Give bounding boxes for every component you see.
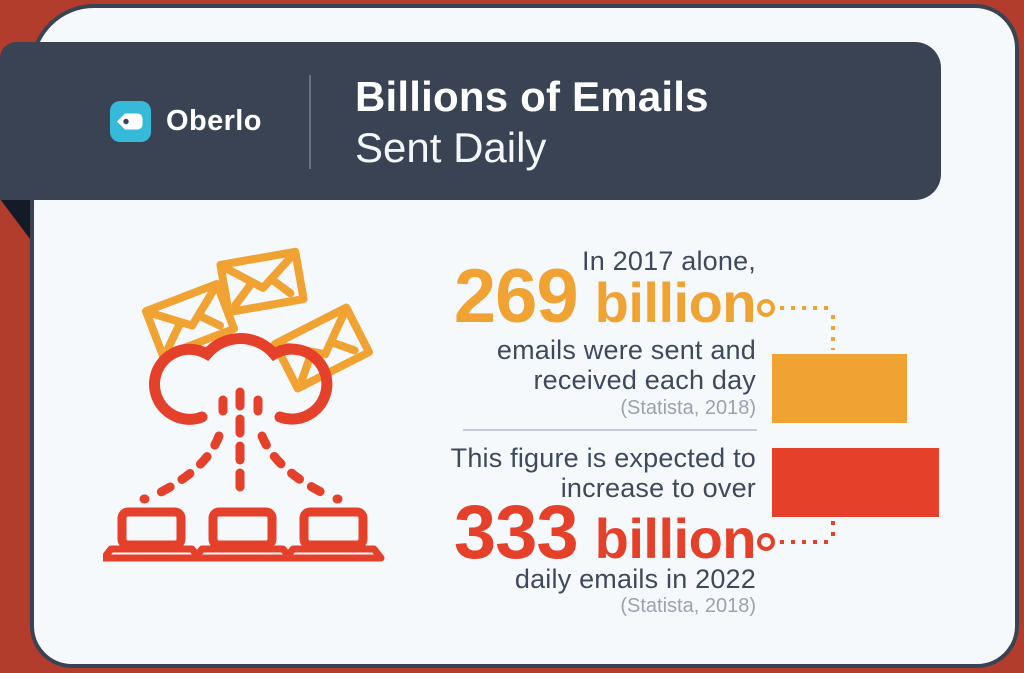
stat-2022-value: 333 billion	[400, 490, 757, 576]
laptop-icon	[103, 507, 203, 562]
header-divider	[309, 75, 311, 169]
laptop-icon	[282, 507, 385, 562]
stat-2017-lead: In 2017 alone,	[400, 246, 756, 276]
stat-2022-lead-line: increase to over	[560, 473, 756, 503]
bar-2017	[772, 354, 907, 423]
price-tag-icon	[117, 113, 143, 129]
section-divider	[463, 429, 757, 431]
laptop-icon	[191, 507, 294, 562]
cloud-email-illustration	[103, 247, 385, 562]
bar-2022	[772, 448, 939, 517]
header-banner: Oberlo Billions of Emails Sent Daily	[0, 42, 941, 200]
stat-2017-description: emails were sent and received each day	[400, 335, 756, 395]
oberlo-logo	[110, 100, 151, 142]
stat-2017-value: 269 billion	[400, 254, 757, 340]
stat-2017-number: 269	[453, 254, 579, 339]
brand-lockup: Oberlo	[110, 42, 262, 200]
title-line-1: Billions of Emails	[355, 73, 709, 120]
stat-2017-source: (Statista, 2018)	[620, 397, 756, 419]
stat-2022-source: (Statista, 2018)	[620, 595, 756, 617]
stat-2022-lead: This figure is expected to increase to o…	[400, 443, 756, 503]
stat-2017-desc-line: emails were sent and	[496, 335, 756, 365]
stat-2022-lead-line: This figure is expected to	[450, 443, 756, 473]
stat-2022-unit: billion	[594, 507, 757, 570]
email-stream-lines	[139, 387, 343, 504]
stat-2017-lead-line: In 2017 alone,	[582, 246, 756, 276]
stat-2022-number: 333	[453, 490, 579, 575]
title-line-2: Sent Daily	[355, 124, 547, 171]
envelope-icon	[141, 279, 239, 361]
page-title: Billions of Emails Sent Daily	[355, 72, 709, 174]
stat-2017-desc-line: received each day	[533, 365, 756, 395]
envelope-icon	[216, 247, 308, 317]
header-fold-shadow	[0, 199, 30, 239]
stat-2022-desc-line: daily emails in 2022	[514, 564, 756, 594]
brand-name: Oberlo	[166, 104, 262, 137]
stat-2017-unit: billion	[594, 271, 757, 334]
stat-2022-description: daily emails in 2022	[400, 564, 756, 594]
cloud-icon	[149, 333, 333, 425]
